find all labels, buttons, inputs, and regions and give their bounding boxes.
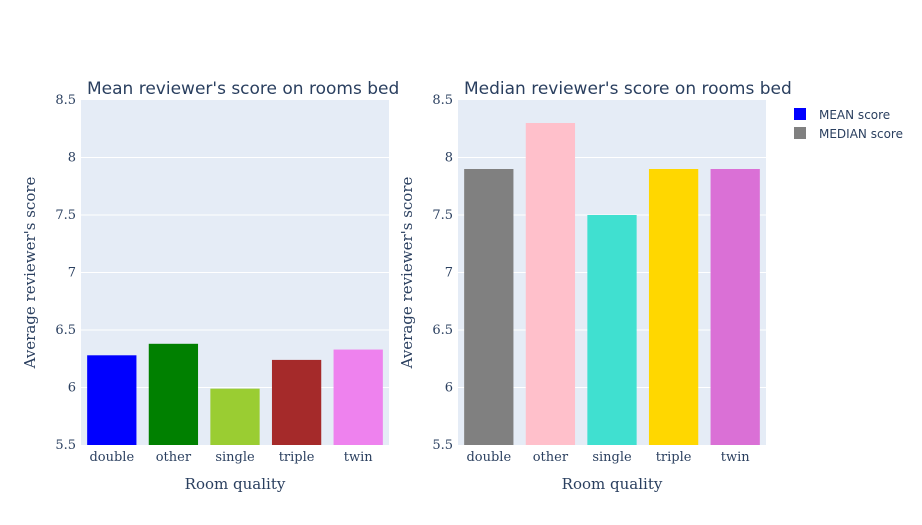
- y-axis-title: Average reviewer's score: [21, 176, 39, 369]
- x-tick-label: single: [592, 450, 632, 465]
- legend-label[interactable]: MEDIAN score: [819, 127, 903, 141]
- y-tick-label: 7.5: [55, 208, 76, 223]
- bar-double[interactable]: [87, 355, 137, 445]
- x-tick-label: twin: [344, 450, 374, 465]
- bar-double[interactable]: [464, 169, 514, 445]
- y-tick-label: 6.5: [432, 323, 453, 338]
- y-tick-label: 8: [68, 151, 76, 166]
- bar-other[interactable]: [525, 123, 576, 445]
- x-axis-title: Room quality: [185, 475, 286, 493]
- y-tick-label: 8: [445, 151, 453, 166]
- x-tick-label: single: [215, 450, 255, 465]
- x-tick-label: other: [156, 450, 192, 465]
- y-axis-title: Average reviewer's score: [398, 176, 416, 369]
- y-tick-label: 6.5: [55, 323, 76, 338]
- bar-twin[interactable]: [710, 169, 760, 445]
- x-tick-label: other: [533, 450, 569, 465]
- bar-triple[interactable]: [271, 359, 322, 445]
- legend-label[interactable]: MEAN score: [819, 108, 890, 122]
- y-tick-label: 6: [68, 381, 76, 396]
- y-tick-label: 7: [445, 266, 453, 281]
- x-tick-label: twin: [721, 450, 751, 465]
- legend-swatch[interactable]: [794, 108, 806, 120]
- bar-single[interactable]: [210, 388, 260, 445]
- chart-title: Median reviewer's score on rooms bed: [464, 79, 792, 99]
- y-tick-label: 5.5: [432, 438, 453, 453]
- legend-swatch[interactable]: [794, 127, 806, 139]
- bar-triple[interactable]: [648, 169, 699, 445]
- y-tick-label: 7: [68, 266, 76, 281]
- x-tick-label: triple: [279, 450, 315, 465]
- bar-single[interactable]: [587, 215, 637, 445]
- bar-other[interactable]: [148, 343, 199, 445]
- x-axis-title: Room quality: [562, 475, 663, 493]
- chart-title: Mean reviewer's score on rooms bed: [87, 79, 399, 99]
- x-tick-label: double: [466, 450, 511, 465]
- x-tick-label: double: [89, 450, 134, 465]
- y-tick-label: 8.5: [432, 93, 453, 108]
- y-tick-label: 5.5: [55, 438, 76, 453]
- x-tick-label: triple: [656, 450, 692, 465]
- y-tick-label: 6: [445, 381, 453, 396]
- bar-twin[interactable]: [333, 349, 383, 445]
- y-tick-label: 8.5: [55, 93, 76, 108]
- y-tick-label: 7.5: [432, 208, 453, 223]
